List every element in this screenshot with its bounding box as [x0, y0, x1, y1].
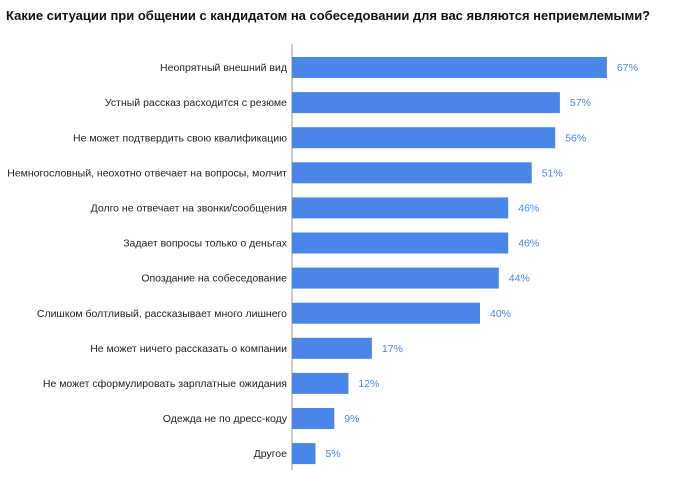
category-label: Не может ничего рассказать о компании	[90, 343, 287, 355]
bar-3	[292, 127, 556, 149]
bar-6	[292, 232, 509, 254]
value-label: 57%	[570, 97, 591, 109]
value-label: 5%	[326, 448, 341, 460]
bar-4	[292, 162, 532, 184]
value-label: 40%	[490, 308, 511, 320]
bar-9	[292, 337, 372, 359]
chart-title: Какие ситуации при общении с кандидатом …	[6, 8, 651, 23]
bar-1	[292, 57, 607, 78]
bar-2	[292, 92, 560, 114]
category-label: Слишком болтливый, рассказывает много ли…	[37, 308, 287, 320]
category-label: Опоздание на собеседование	[141, 273, 287, 285]
bar-11	[292, 408, 335, 429]
value-label: 44%	[509, 273, 530, 285]
bar-7	[292, 267, 499, 289]
category-label: Немногословный, неохотно отвечает на воп…	[7, 167, 287, 179]
value-label: 46%	[518, 238, 539, 250]
category-label: Не может подтвердить свою квалификацию	[73, 132, 287, 144]
value-label: 17%	[382, 343, 403, 355]
category-label: Не может сформулировать зарплатные ожида…	[43, 378, 287, 390]
category-label: Долго не отвечает на звонки/сообщения	[91, 203, 287, 215]
category-label: Одежда не по дресс-коду	[163, 413, 288, 425]
bar-10	[292, 372, 349, 394]
bar-5	[292, 197, 509, 219]
value-label: 9%	[344, 413, 359, 425]
category-label: Задает вопросы только о деньгах	[123, 238, 288, 250]
category-label: Другое	[254, 448, 288, 460]
category-label: Устный рассказ расходится с резюме	[105, 97, 287, 109]
value-label: 56%	[565, 132, 586, 144]
value-label: 12%	[358, 378, 379, 390]
value-label: 51%	[542, 167, 563, 179]
bar-8	[292, 302, 480, 324]
category-label: Неопрятный внешний вид	[160, 62, 287, 74]
value-label: 67%	[617, 62, 638, 74]
bar-12	[292, 443, 316, 465]
value-label: 46%	[518, 203, 539, 215]
